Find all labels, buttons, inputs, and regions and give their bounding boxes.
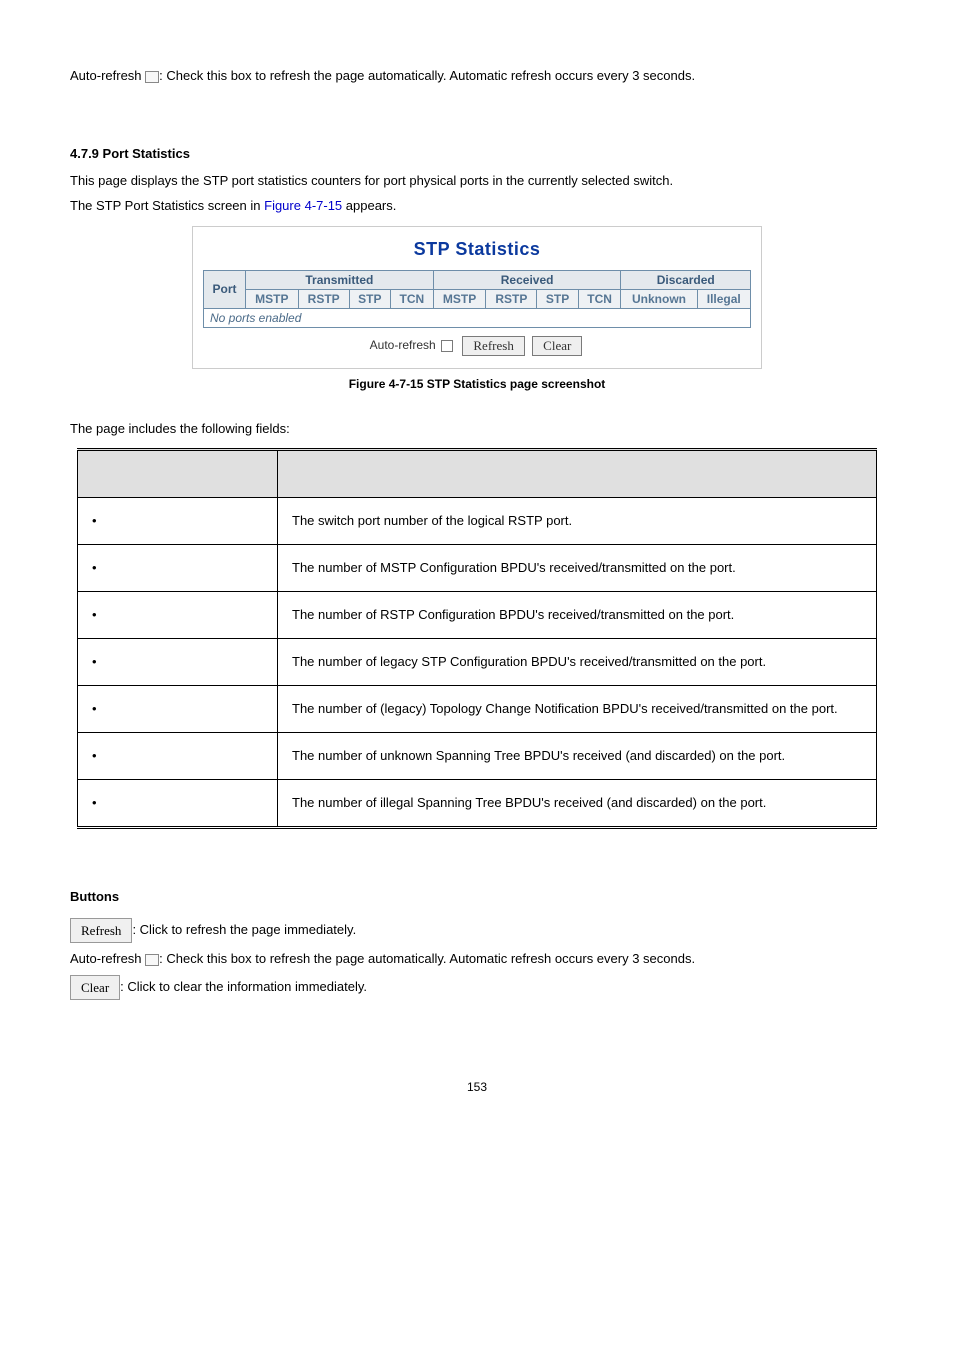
row-desc: The number of legacy STP Configuration B… (278, 638, 877, 685)
table-row: • Discarded Unknown The number of unknow… (78, 732, 877, 779)
clear-button-desc: : Click to clear the information immedia… (120, 979, 367, 994)
auto-refresh-desc: : Check this box to refresh the page aut… (159, 68, 695, 83)
clear-button-image: Clear (70, 975, 120, 1001)
sub-rstp-1: RSTP (298, 289, 349, 308)
intro-line: This page displays the STP port statisti… (70, 171, 884, 191)
stp-statistics-figure: STP Statistics Port Transmitted Received… (192, 226, 762, 369)
stp-auto-refresh-checkbox[interactable] (441, 340, 453, 352)
screen-line-post: appears. (342, 198, 396, 213)
table-row: • RSTP The number of RSTP Configuration … (78, 591, 877, 638)
row-obj: STP (110, 654, 135, 669)
row-obj: MSTP (110, 560, 146, 575)
fields-table: Object Description • Port The switch por… (77, 448, 877, 829)
table-row: • Port The switch port number of the log… (78, 497, 877, 544)
row-obj: Discarded Illegal (110, 795, 206, 810)
sub-stp-2: STP (537, 289, 578, 308)
row-obj: Discarded Unknown (110, 748, 226, 763)
row-desc: The number of illegal Spanning Tree BPDU… (278, 779, 877, 827)
row-obj: TCN (109, 701, 136, 716)
checkbox-icon (145, 954, 159, 966)
sub-rstp-2: RSTP (486, 289, 537, 308)
auto-refresh-label-2: Auto-refresh (70, 951, 142, 966)
row-desc: The number of unknown Spanning Tree BPDU… (278, 732, 877, 779)
sub-tcn-2: TCN (578, 289, 621, 308)
table-row: • STP The number of legacy STP Configura… (78, 638, 877, 685)
figure-link: Figure 4-7-15 (264, 198, 342, 213)
section-heading: 4.7.9 Port Statistics (70, 146, 884, 161)
row-desc: The number of RSTP Configuration BPDU's … (278, 591, 877, 638)
sub-mstp-2: MSTP (433, 289, 486, 308)
page-number: 153 (70, 1080, 884, 1094)
col-transmitted: Transmitted (246, 270, 434, 289)
row-obj: RSTP (110, 607, 145, 622)
stp-controls: Auto-refresh Refresh Clear (203, 336, 751, 356)
screen-line-pre: The STP Port Statistics screen in (70, 198, 264, 213)
stp-auto-refresh-label: Auto-refresh (370, 338, 436, 352)
row-desc: The number of (legacy) Topology Change N… (278, 685, 877, 732)
fields-intro: The page includes the following fields: (70, 421, 884, 436)
sub-stp-1: STP (349, 289, 390, 308)
header-description: Description (278, 449, 877, 497)
sub-tcn-1: TCN (390, 289, 433, 308)
row-desc: The switch port number of the logical RS… (278, 497, 877, 544)
auto-refresh-label: Auto-refresh (70, 68, 142, 83)
figure-caption-prefix: Figure 4-7-15 (349, 377, 424, 391)
stp-clear-button[interactable]: Clear (532, 336, 582, 356)
auto-refresh-line-top: Auto-refresh : Check this box to refresh… (70, 66, 884, 86)
table-row: • TCN The number of (legacy) Topology Ch… (78, 685, 877, 732)
row-desc: The number of MSTP Configuration BPDU's … (278, 544, 877, 591)
col-port: Port (204, 270, 246, 308)
table-row: • Discarded Illegal The number of illega… (78, 779, 877, 827)
col-discarded: Discarded (621, 270, 751, 289)
sub-mstp-1: MSTP (246, 289, 299, 308)
sub-unknown: Unknown (621, 289, 697, 308)
refresh-button-desc: : Click to refresh the page immediately. (132, 922, 356, 937)
header-object: Object (78, 449, 278, 497)
screen-line: The STP Port Statistics screen in Figure… (70, 196, 884, 216)
sub-illegal: Illegal (697, 289, 750, 308)
figure-caption: Figure 4-7-15 STP Statistics page screen… (70, 377, 884, 391)
buttons-heading: Buttons (70, 889, 884, 904)
no-ports-row: No ports enabled (204, 308, 751, 327)
figure-caption-rest: STP Statistics page screenshot (423, 377, 605, 391)
col-received: Received (433, 270, 621, 289)
refresh-button-image: Refresh (70, 918, 132, 944)
row-obj: Port (110, 513, 134, 528)
table-row: • MSTP The number of MSTP Configuration … (78, 544, 877, 591)
stp-refresh-button[interactable]: Refresh (462, 336, 524, 356)
auto-refresh-button-line: Auto-refresh : Check this box to refresh… (70, 949, 884, 969)
refresh-button-line: Refresh: Click to refresh the page immed… (70, 918, 884, 944)
auto-refresh-desc-2: : Check this box to refresh the page aut… (159, 951, 695, 966)
stp-title: STP Statistics (203, 239, 751, 260)
stp-table: Port Transmitted Received Discarded MSTP… (203, 270, 751, 328)
checkbox-icon (145, 71, 159, 83)
clear-button-line: Clear: Click to clear the information im… (70, 975, 884, 1001)
